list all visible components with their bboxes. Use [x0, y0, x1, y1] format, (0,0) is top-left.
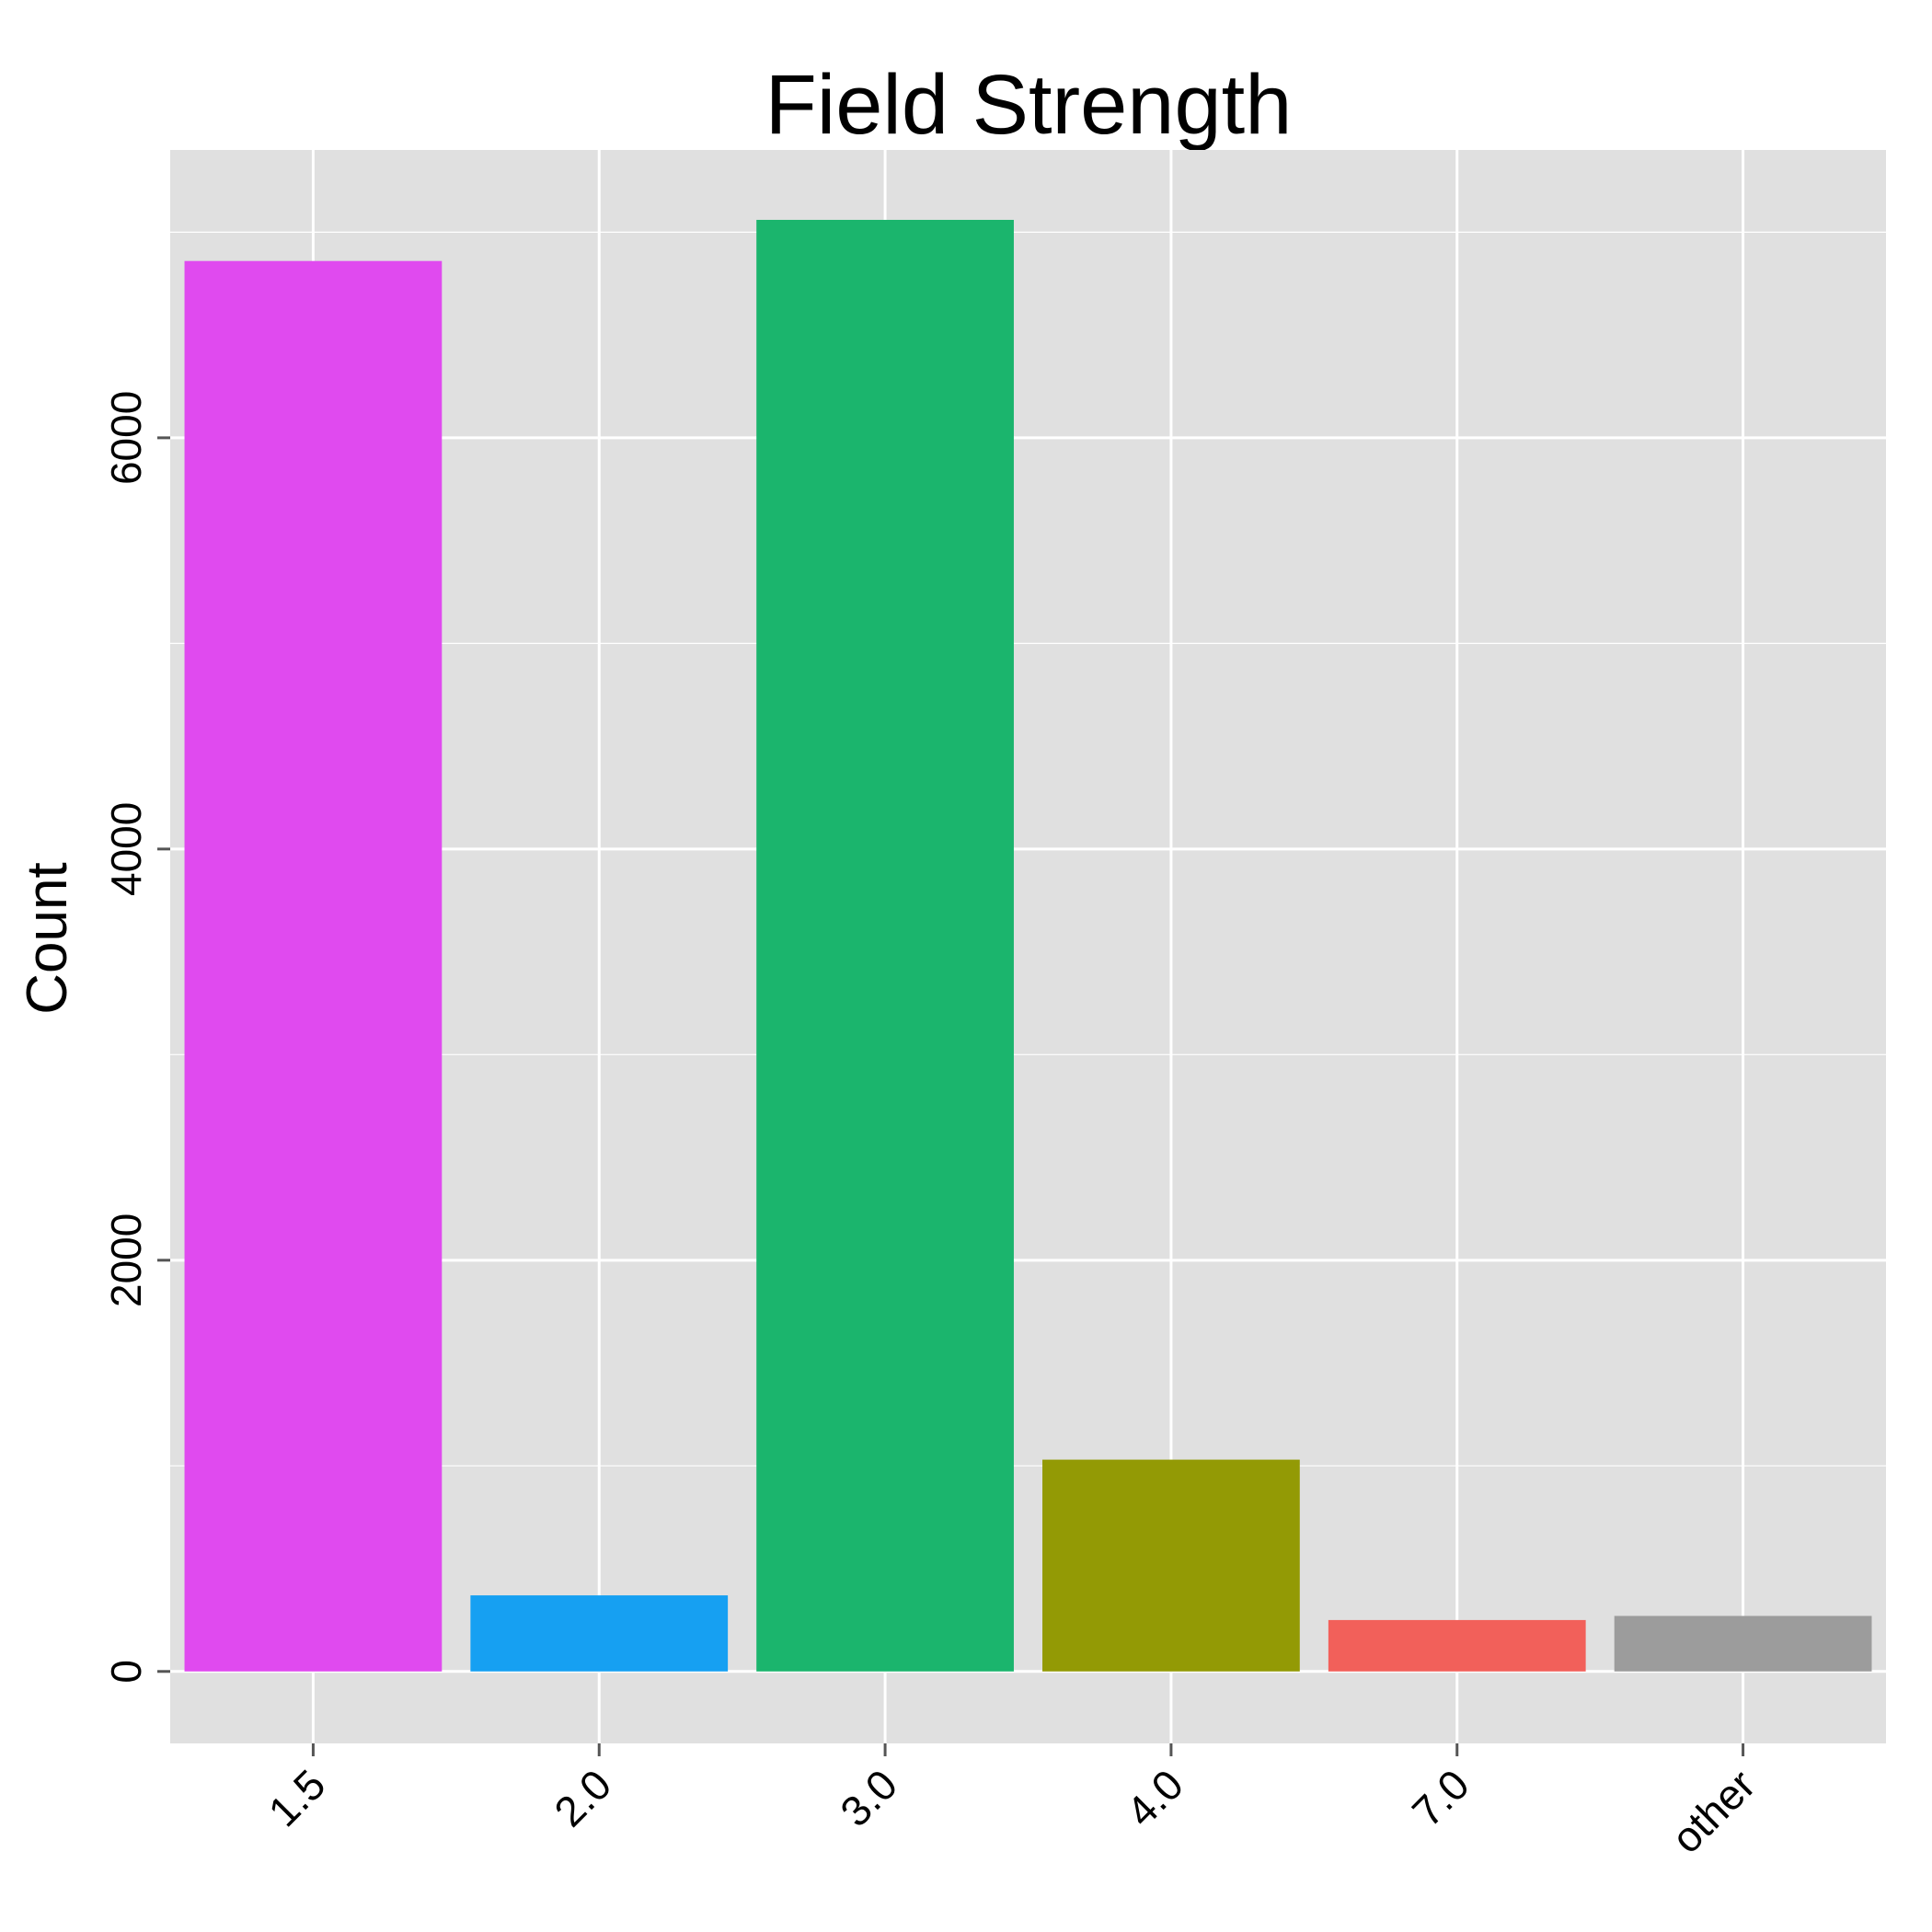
bar-7-0	[1328, 1619, 1586, 1672]
chart-title: Field Strength	[765, 58, 1293, 152]
x-tick-label: other	[1662, 1760, 1765, 1862]
plot-panel	[170, 150, 1886, 1743]
x-tick-label: 7.0	[1403, 1760, 1478, 1835]
x-tick-label: 3.0	[831, 1760, 906, 1835]
y-tick-label: 6000	[102, 391, 150, 485]
y-tick-label: 4000	[102, 802, 150, 896]
bar-3-0	[756, 219, 1014, 1672]
bar-4-0	[1042, 1459, 1300, 1672]
y-tick-label: 2000	[102, 1213, 150, 1307]
x-tick-label: 1.5	[259, 1760, 334, 1835]
bar-1-5	[184, 260, 443, 1672]
plot-area: 0 2000 4000 6000 1.5 2.0 3.0 4.0 7.0 other	[102, 150, 1886, 1862]
bar-2-0	[470, 1595, 729, 1672]
y-tick-label: 0	[102, 1660, 150, 1684]
y-axis-title: Count	[16, 862, 79, 1014]
bar-other	[1614, 1616, 1872, 1672]
x-tick-label: 2.0	[545, 1760, 620, 1835]
x-tick-label: 4.0	[1117, 1760, 1192, 1835]
